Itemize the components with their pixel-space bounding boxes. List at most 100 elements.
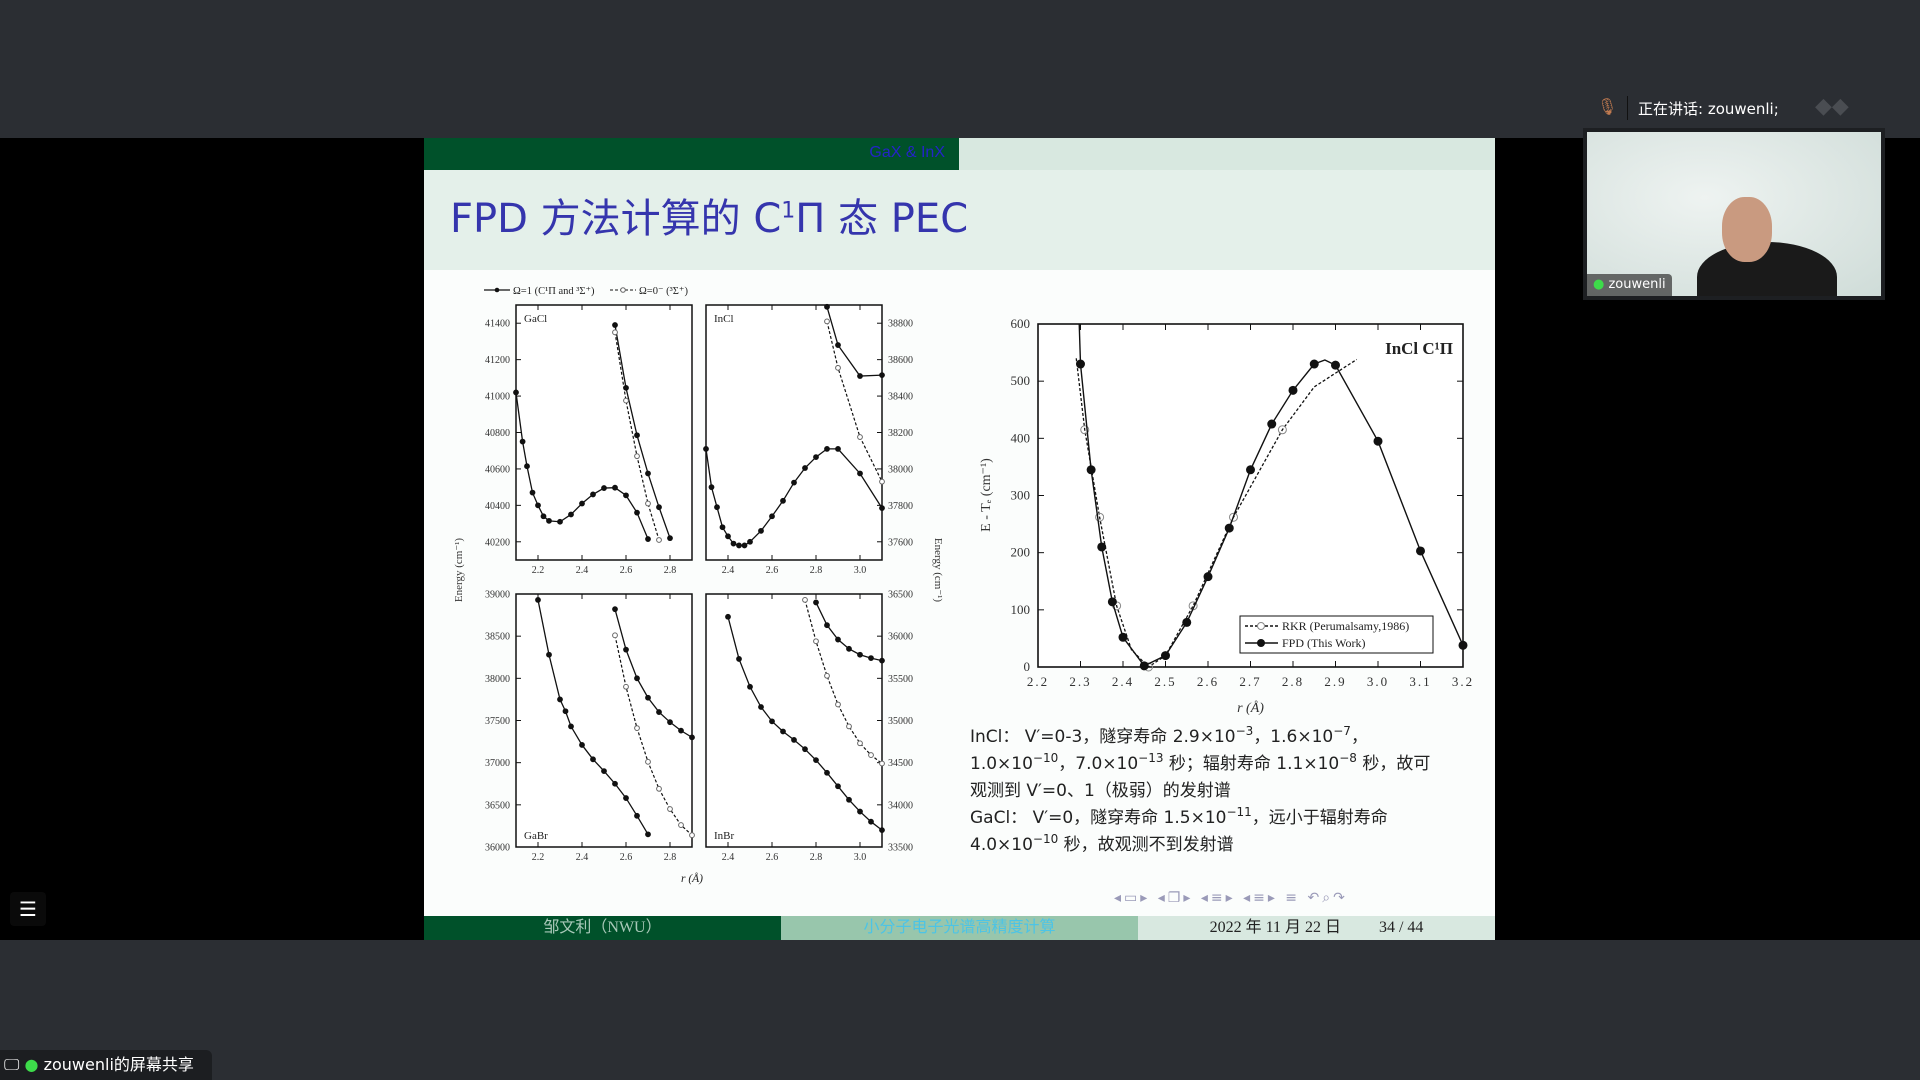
omega1-series-point <box>824 769 830 776</box>
omega1-series-point <box>857 373 863 379</box>
legend-omega0-label: Ω=0⁻ (³Σ⁺) <box>639 286 688 297</box>
omega0-series-point <box>612 632 618 639</box>
y-tick-label: 37800 <box>888 501 913 512</box>
omega1-series-point <box>612 606 618 613</box>
y-tick-label: 38400 <box>888 392 913 403</box>
omega1-series-point <box>568 723 574 730</box>
legend-rkr-marker <box>1257 622 1265 630</box>
omega1-series-point <box>667 719 673 726</box>
nav-frame-icon[interactable]: ▭ <box>1124 890 1141 906</box>
nav-search-icon[interactable]: ⌕ <box>1322 890 1334 906</box>
omega0-series-point <box>868 752 874 758</box>
omega1-series-point <box>868 818 874 825</box>
x-tick-label: 2.4 <box>576 565 589 576</box>
header-bar-left: GaX & InX <box>424 138 959 170</box>
beamer-navigation: ◂▭▸ ◂❐▸ ◂≡▸ ◂≡▸ ≡ ↶⌕↷ <box>1114 890 1348 906</box>
omega0-series-line <box>614 635 692 836</box>
x-tick-label: 2.5 <box>1154 674 1176 689</box>
participant-video[interactable]: ● zouwenli <box>1583 128 1885 300</box>
x-tick-label: 2.8 <box>810 852 823 863</box>
text-segment: ，7.0×10 <box>1058 754 1139 774</box>
rkr-point <box>1095 512 1105 522</box>
screen-share-status: 🖵 ● zouwenli的屏幕共享 <box>0 1050 212 1080</box>
omega0-series-point <box>813 638 819 645</box>
omega1-series-point <box>623 646 629 653</box>
x-tick-label: 2.4 <box>722 852 735 863</box>
rkr-point <box>1080 425 1090 435</box>
y-tick-label: 41200 <box>485 355 510 366</box>
participant-face <box>1722 197 1772 262</box>
y-tick-label: 500 <box>1011 373 1031 388</box>
fpd-point <box>1203 572 1213 582</box>
legend-fpd-marker <box>1257 639 1265 647</box>
omega1-series-point <box>557 518 563 525</box>
omega1-series-point <box>623 795 629 801</box>
panel-frame <box>515 304 693 561</box>
text-segment: GaCl： V′=0，隧穿寿命 1.5×10 <box>970 808 1227 828</box>
y-tick-label: 38800 <box>888 319 913 330</box>
title-band <box>424 170 1495 270</box>
y-tick-label: 34000 <box>888 800 913 811</box>
omega1-series-point <box>791 479 797 486</box>
x-tick-label: 2.9 <box>1324 674 1346 689</box>
nav-redo-icon[interactable]: ↷ <box>1333 890 1348 906</box>
incl-pec-chart: 0 100 200 300 400 500 600 2.2 2.3 2.4 2.5 2.6 2.7 2.8… <box>979 316 1474 716</box>
y-tick-label: 100 <box>1011 602 1031 617</box>
y-tick-label: 35500 <box>888 674 913 685</box>
omega0-series-point <box>678 822 684 828</box>
nav-next-frame-icon[interactable]: ▸ <box>1140 890 1151 906</box>
nav-prev-frame-icon[interactable]: ◂ <box>1114 890 1125 906</box>
nav-toc-icon[interactable]: ◂≡▸ ≡ <box>1243 890 1301 906</box>
exponent: −13 <box>1138 751 1164 765</box>
x-tick-label: 3.2 <box>1452 674 1474 689</box>
nav-section-icon[interactable]: ◂≡▸ <box>1200 890 1236 906</box>
participant-name-tag: ● zouwenli <box>1587 274 1672 296</box>
omega1-series-point <box>546 651 552 658</box>
omega1-series-point <box>791 736 797 743</box>
omega1-series-point <box>546 517 552 524</box>
x-tick-label: 2.4 <box>722 565 735 576</box>
y-tick-label: 40400 <box>485 501 510 512</box>
x-tick-label: 2.4 <box>1112 674 1134 689</box>
multi-panel-pec-figure: 40200 40400 40600 40800 41000 41200 41400 2.2 2.… <box>453 286 944 885</box>
legend-omega1-marker <box>494 287 500 293</box>
text-segment: 4.0×10 <box>970 835 1033 855</box>
text-segment: 秒，故可 <box>1356 754 1431 774</box>
rkr-point <box>1229 512 1238 522</box>
mic-muted-icon[interactable]: 🎙︎ <box>1597 97 1618 116</box>
omega1-series-point <box>725 533 731 540</box>
panel-label: InCl <box>714 313 734 325</box>
x-tick-label: 2.6 <box>620 852 633 863</box>
y-tick-label: 600 <box>1011 316 1031 331</box>
omega0-series-point <box>667 806 673 812</box>
omega1-series-point <box>835 783 841 790</box>
fpd-point <box>1458 640 1468 650</box>
panel-frame <box>515 593 693 848</box>
omega1-series-point <box>535 597 541 603</box>
omega1-series-point <box>747 538 753 545</box>
y-axis-label: E - Tₑ (cm⁻¹) <box>979 458 994 532</box>
x-tick-label: 2.8 <box>664 565 677 576</box>
y-tick-label: 41000 <box>485 392 510 403</box>
omega0-series-point <box>824 318 830 325</box>
y-tick-label: 300 <box>1011 488 1031 503</box>
nav-undo-icon[interactable]: ↶ <box>1307 890 1323 906</box>
omega1-series-point <box>824 622 830 629</box>
y-tick-label: 38000 <box>485 674 510 685</box>
text-line: GaCl： V′=0，隧穿寿命 1.5×10−11，远小于辐射寿命 <box>970 805 1430 832</box>
section-title[interactable]: GaX & InX <box>869 144 945 161</box>
omega1-series-point <box>780 497 786 504</box>
omega1-series-point <box>612 780 618 787</box>
fpd-point <box>1246 465 1255 475</box>
omega1-series-point <box>703 445 709 452</box>
list-menu-button[interactable]: ☰ <box>10 892 46 926</box>
y-tick-label: 37600 <box>888 537 913 548</box>
fpd-point <box>1139 661 1149 671</box>
nav-subsection-icon[interactable]: ◂❐▸ <box>1157 890 1194 906</box>
text-line: InCl： V′=0-3，隧穿寿命 2.9×10−3，1.6×10−7， <box>970 724 1430 751</box>
omega1-series-point <box>645 694 651 701</box>
omega1-series-point <box>813 454 819 460</box>
omega1-series-point <box>612 322 618 328</box>
app-logo: ◆◆ <box>1815 94 1849 119</box>
x-tick-label: 2.8 <box>810 565 823 576</box>
